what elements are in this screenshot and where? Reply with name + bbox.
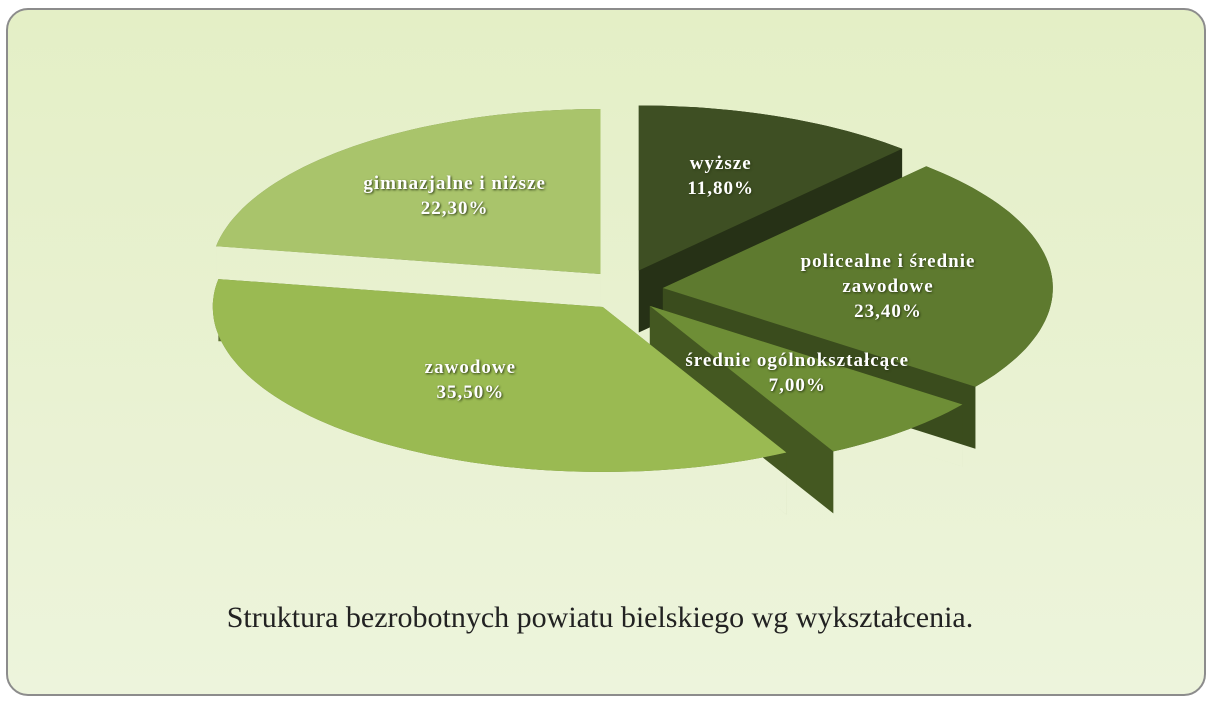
slice-label: gimnazjalne i niższe 22,30% [340,171,570,221]
slice-label: średnie ogólnokształcące 7,00% [682,348,912,398]
slice-label: policealne i średnie zawodowe 23,40% [773,249,1003,324]
slice-category: zawodowe [424,356,517,378]
slice-value: 7,00% [768,375,826,397]
slice-top [212,279,787,472]
slice-top [649,305,963,452]
slice-label: wyższe 11,80% [606,151,836,201]
slice-category: średnie ogólnokształcące [685,350,910,372]
slice-top [662,166,1053,387]
chart-title: Struktura bezrobotnych powiatu bielskieg… [226,601,974,634]
slice-category: policealne i średnie zawodowe [800,251,976,298]
slice-value: 23,40% [854,301,922,323]
slice-category: gimnazjalne i niższe [363,172,546,194]
slice-category: wyższe [689,153,752,175]
slice-value: 11,80% [687,178,755,200]
slice-top [638,105,903,271]
slice-top [216,109,601,275]
slice-label: zawodowe 35,50% [355,355,585,405]
slice-value: 22,30% [420,197,489,219]
slice-value: 35,50% [436,381,505,403]
